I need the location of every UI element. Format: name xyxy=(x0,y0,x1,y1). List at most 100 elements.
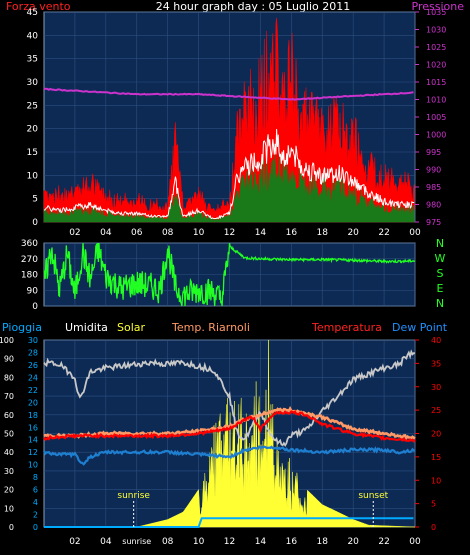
climate-x-tick-label: 14 xyxy=(255,537,267,547)
wind-axis-label: Forza vento xyxy=(6,0,71,13)
climate-x-tick-label: 00 xyxy=(409,537,421,547)
temperature-tick-label: 20 xyxy=(431,430,441,439)
wind-tick-label: 20 xyxy=(27,125,39,135)
wind-tick-label: 40 xyxy=(27,31,39,41)
temperature-tick-label: 15 xyxy=(431,453,441,462)
humidity-tick-label: 70 xyxy=(4,392,14,401)
rain-tick-label: 22 xyxy=(28,386,38,395)
pressure-tick-label: 1035 xyxy=(426,8,446,17)
pressure-tick-label: 975 xyxy=(426,218,441,227)
legend-indoor: Temp. Riarnoli xyxy=(171,321,250,334)
temperature-series xyxy=(43,409,416,443)
wind-x-tick-label: 10 xyxy=(193,228,205,238)
rain-tick-label: 26 xyxy=(28,361,38,370)
legend-temperature: Temperatura xyxy=(311,321,382,334)
humidity-tick-label: 30 xyxy=(4,467,14,476)
rain-tick-label: 28 xyxy=(28,348,38,357)
legend-humidity: Umidita xyxy=(65,321,108,334)
wind-x-tick-label: 08 xyxy=(162,228,174,238)
pressure-tick-label: 980 xyxy=(426,201,441,210)
wind-x-tick-label: 14 xyxy=(255,228,267,238)
wind-direction-series xyxy=(43,242,416,307)
rain-tick-label: 10 xyxy=(28,461,38,470)
rain-tick-label: 6 xyxy=(33,486,38,495)
dewpoint-series xyxy=(42,445,416,466)
compass-letter-label: E xyxy=(437,282,444,295)
rain-tick-label: 20 xyxy=(28,398,38,407)
temperature-tick-label: 35 xyxy=(431,359,441,368)
wind-x-tick-label: 04 xyxy=(100,228,112,238)
wind-x-tick-label: 12 xyxy=(224,228,235,238)
wind-x-tick-label: 00 xyxy=(409,228,421,238)
wind-tick-label: 25 xyxy=(27,101,38,111)
rain-tick-label: 0 xyxy=(33,523,38,532)
climate-x-tick-label: 08 xyxy=(162,537,174,547)
humidity-tick-label: 80 xyxy=(4,373,14,382)
rain-tick-label: 16 xyxy=(28,423,38,432)
wind-x-tick-label: 02 xyxy=(69,228,80,238)
wind-average-series xyxy=(43,128,415,220)
wind-tick-label: 35 xyxy=(27,55,38,65)
wind-x-tick-label: 18 xyxy=(317,228,329,238)
humidity-tick-label: 100 xyxy=(0,336,14,345)
legend-solar: Solar xyxy=(117,321,146,334)
pressure-tick-label: 990 xyxy=(426,166,441,175)
humidity-tick-label: 50 xyxy=(4,430,14,439)
wind-tick-label: 45 xyxy=(27,8,38,18)
temperature-tick-label: 30 xyxy=(431,383,441,392)
rain-tick-label: 4 xyxy=(33,498,38,507)
temperature-tick-label: 0 xyxy=(431,523,436,532)
climate-x-tick-label: 16 xyxy=(286,537,298,547)
wind-tick-label: 10 xyxy=(27,171,39,181)
pressure-tick-label: 1010 xyxy=(426,96,446,105)
compass-letter-label: N xyxy=(436,297,444,310)
humidity-tick-label: 10 xyxy=(4,504,14,513)
wind-x-tick-label: 22 xyxy=(378,228,389,238)
compass-letter-label: S xyxy=(437,267,444,280)
humidity-series xyxy=(43,349,416,448)
chart-title: 24 hour graph day : 05 Luglio 2011 xyxy=(156,0,351,13)
humidity-tick-label: 40 xyxy=(4,448,14,457)
climate-x-tick-label: 02 xyxy=(69,537,80,547)
pressure-tick-label: 1015 xyxy=(426,78,446,87)
pressure-series xyxy=(43,87,414,101)
pressure-tick-label: 985 xyxy=(426,183,441,192)
temperature-tick-label: 40 xyxy=(431,336,441,345)
climate-x-tick-label: 18 xyxy=(317,537,329,547)
compass-letter-label: W xyxy=(435,252,446,265)
pressure-tick-label: 995 xyxy=(426,148,441,157)
pressure-axis-label: Pressione xyxy=(412,0,465,13)
rain-tick-label: 24 xyxy=(28,373,38,382)
wind-x-tick-label: 16 xyxy=(286,228,298,238)
humidity-tick-label: 20 xyxy=(4,486,14,495)
temperature-tick-label: 5 xyxy=(431,500,436,509)
rain-tick-label: 30 xyxy=(28,336,38,345)
pressure-tick-label: 1000 xyxy=(426,131,446,140)
temperature-tick-label: 10 xyxy=(431,476,441,485)
rain-tick-label: 12 xyxy=(28,448,38,457)
pressure-tick-label: 1005 xyxy=(426,113,446,122)
wind-x-tick-label: 06 xyxy=(131,228,143,238)
wind-x-tick-label: 20 xyxy=(347,228,359,238)
direction-tick-label: 180 xyxy=(21,271,38,281)
pressure-tick-label: 1020 xyxy=(426,61,446,70)
rain-tick-label: 18 xyxy=(28,411,38,420)
rain-tick-label: 2 xyxy=(33,511,38,520)
direction-tick-label: 360 xyxy=(21,239,38,249)
rain-tick-label: 14 xyxy=(28,436,38,445)
climate-x-tick-label: 22 xyxy=(378,537,389,547)
humidity-tick-label: 60 xyxy=(4,411,14,420)
humidity-tick-label: 0 xyxy=(9,523,14,532)
wind-tick-label: 0 xyxy=(32,218,38,228)
pressure-tick-label: 1030 xyxy=(426,26,446,35)
direction-tick-label: 90 xyxy=(27,286,39,296)
sunset-label: sunset xyxy=(358,491,388,501)
wind-gust-series xyxy=(43,17,415,223)
climate-x-tick-label: 12 xyxy=(224,537,235,547)
sunrise-label: sunrise xyxy=(117,491,150,501)
wind-tick-label: 30 xyxy=(27,78,39,88)
humidity-tick-label: 90 xyxy=(4,355,14,364)
climate-x-tick-label: sunrise xyxy=(122,537,151,546)
